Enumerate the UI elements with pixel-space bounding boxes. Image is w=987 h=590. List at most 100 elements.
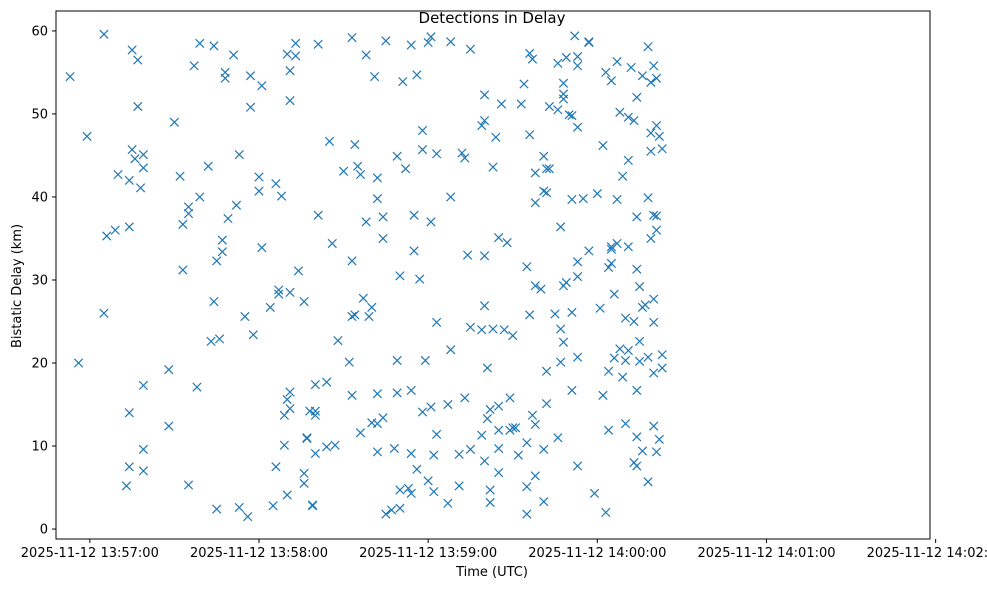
data-point [299, 296, 309, 307]
data-point [595, 303, 605, 313]
data-point [426, 217, 436, 227]
data-point [567, 385, 577, 396]
data-point [307, 501, 318, 511]
x-tick-label: 2025-11-12 13:59:00 [359, 546, 497, 561]
data-point [372, 193, 383, 204]
data-point [601, 507, 611, 518]
data-point [417, 407, 428, 417]
data-point [494, 425, 504, 435]
data-point [392, 355, 402, 366]
data-point [138, 466, 149, 476]
data-point [553, 105, 563, 115]
data-point [169, 117, 180, 127]
data-point [446, 345, 456, 355]
y-tick-label: 0 [40, 523, 48, 538]
y-tick-label: 30 [31, 273, 48, 288]
data-point [584, 246, 594, 256]
data-point [572, 52, 583, 62]
data-point [257, 242, 267, 253]
data-point [482, 413, 492, 424]
data-point [212, 256, 222, 266]
data-point [525, 310, 535, 320]
data-point [276, 191, 287, 201]
data-point [634, 336, 645, 347]
data-point [372, 173, 383, 183]
data-point [392, 388, 402, 398]
data-point [282, 394, 292, 405]
data-point [488, 162, 498, 172]
data-point [212, 504, 222, 514]
data-point [649, 368, 659, 378]
data-point [353, 161, 363, 171]
data-point [651, 211, 662, 221]
data-point [178, 265, 188, 275]
data-point [463, 250, 473, 260]
data-point [620, 355, 631, 366]
data-point [519, 79, 529, 89]
y-axis-label: Bistatic Delay (km) [10, 224, 25, 348]
data-point [138, 149, 149, 160]
data-point [632, 264, 642, 274]
data-point [406, 448, 416, 459]
data-point [254, 186, 264, 196]
data-point [423, 37, 433, 48]
data-point [395, 503, 405, 513]
data-point [209, 296, 219, 307]
plot-frame [55, 10, 931, 540]
data-point [310, 448, 321, 459]
data-point [183, 202, 194, 212]
data-point [130, 154, 140, 164]
data-point [530, 419, 540, 430]
data-point [572, 352, 583, 362]
data-point [510, 423, 521, 433]
data-point [279, 410, 289, 420]
data-point [646, 146, 656, 156]
data-point [257, 81, 267, 91]
data-point [564, 110, 574, 120]
data-point [285, 387, 295, 397]
data-point [361, 217, 371, 227]
data-point [254, 172, 264, 182]
data-point [392, 151, 402, 161]
data-point [558, 94, 569, 104]
data-point [381, 36, 391, 46]
data-point [347, 311, 357, 322]
data-point [124, 408, 134, 418]
data-point [195, 38, 205, 49]
data-point [265, 302, 275, 313]
y-tick-label: 60 [31, 24, 48, 39]
data-point [632, 432, 642, 442]
data-point [209, 41, 219, 51]
data-point [485, 497, 495, 508]
data-point [567, 307, 577, 317]
data-point [603, 366, 614, 376]
data-point [324, 136, 335, 146]
data-point [643, 352, 653, 362]
data-point [457, 148, 467, 158]
data-point [643, 193, 653, 203]
data-point [615, 107, 625, 117]
data-point [561, 277, 571, 288]
data-point [539, 151, 549, 161]
data-point [417, 125, 428, 136]
data-point [508, 423, 518, 433]
data-point [164, 421, 174, 431]
data-point [285, 96, 295, 106]
data-point [302, 433, 312, 444]
data-point [657, 350, 667, 360]
data-point [322, 377, 332, 387]
data-point [446, 192, 456, 202]
data-point [632, 385, 642, 396]
data-point [234, 502, 244, 513]
data-point [406, 488, 416, 498]
data-point [629, 316, 639, 327]
data-point [643, 477, 653, 487]
data-point [446, 37, 456, 47]
data-point [338, 166, 349, 176]
data-point [299, 478, 309, 489]
data-point [214, 334, 225, 344]
y-tick-label: 40 [31, 190, 48, 205]
data-point [570, 31, 580, 41]
data-point [347, 390, 357, 401]
data-point [612, 238, 622, 249]
